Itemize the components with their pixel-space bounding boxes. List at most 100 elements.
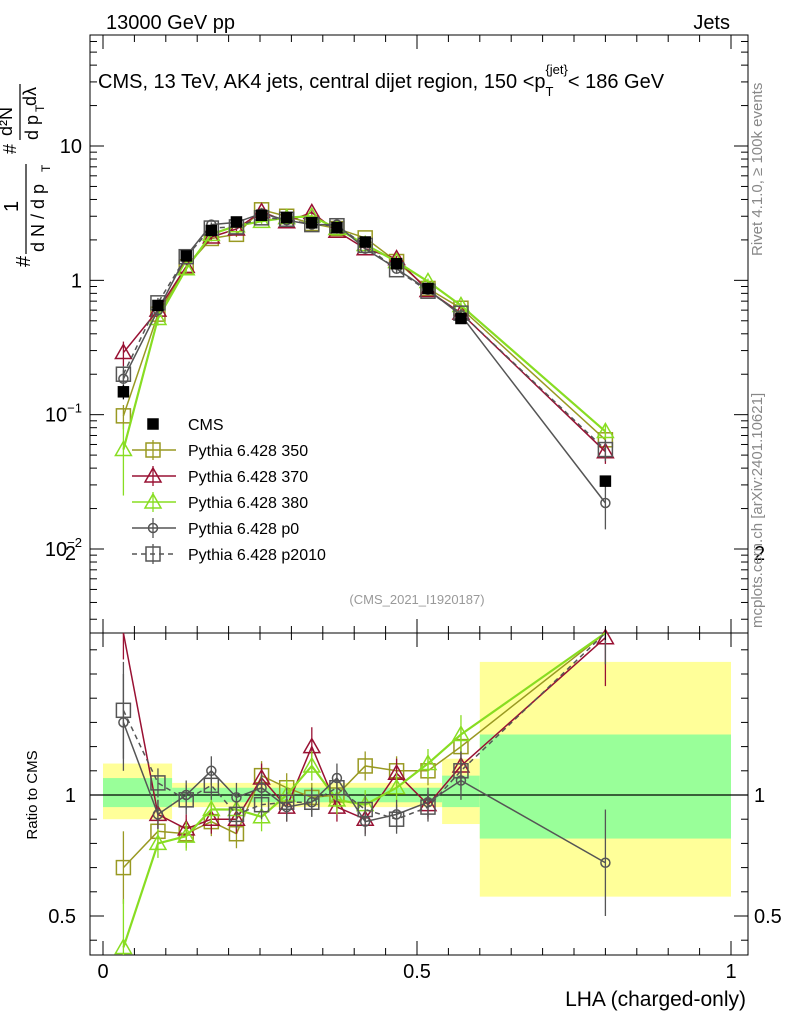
y-label-frac-num: 1 bbox=[1, 201, 23, 212]
data-point bbox=[422, 282, 434, 295]
data-point bbox=[306, 217, 318, 229]
legend-label: Pythia 6.428 p0 bbox=[188, 521, 299, 538]
ratio-point bbox=[115, 859, 132, 876]
legend-marker bbox=[143, 492, 163, 509]
ratio-point bbox=[150, 775, 166, 791]
ratio-point bbox=[228, 806, 245, 823]
ratio-point bbox=[114, 937, 133, 955]
ratio-y-tick-label-right: 0.5 bbox=[754, 906, 782, 928]
ratio-point bbox=[357, 758, 373, 774]
plot-title-tail: < 186 GeV bbox=[568, 71, 665, 93]
ratio-point bbox=[357, 801, 373, 818]
data-point bbox=[390, 257, 403, 270]
ratio-y-tick-label-right: 1 bbox=[754, 785, 765, 807]
ratio-series-line bbox=[122, 722, 606, 864]
x-tick-label: 0.5 bbox=[403, 961, 431, 983]
data-point bbox=[331, 221, 343, 234]
ratio-point bbox=[152, 809, 164, 820]
data-point bbox=[455, 312, 467, 325]
data-point bbox=[180, 250, 192, 262]
data-point bbox=[359, 236, 371, 248]
ratio-point bbox=[327, 790, 347, 807]
ratio-point bbox=[329, 779, 345, 796]
ratio-series-line bbox=[122, 632, 606, 820]
legend-marker bbox=[143, 466, 163, 483]
ratio-point bbox=[600, 857, 611, 869]
ratio-point bbox=[202, 800, 221, 817]
legend-label: CMS bbox=[188, 417, 224, 434]
ratio-point bbox=[115, 702, 132, 719]
beam-label: 13000 GeV pp bbox=[106, 12, 235, 34]
ratio-point bbox=[253, 796, 270, 813]
y-label-dpt-sub: T bbox=[33, 104, 47, 112]
ratio-band-inner bbox=[103, 778, 173, 808]
ratio-point bbox=[203, 777, 220, 794]
analysis-label: (CMS_2021_I1920187) bbox=[349, 592, 484, 607]
data-point bbox=[280, 211, 293, 224]
legend-marker bbox=[145, 546, 161, 562]
main-panel: 10−2 10−1 1 10 bbox=[45, 34, 749, 634]
ratio-point bbox=[387, 778, 406, 795]
ratio-y-ticks: 0.5 0.5 1 1 2 2 bbox=[48, 543, 782, 941]
mcplots-label: mcplots.cern.ch [arXiv:2401.10621] bbox=[749, 393, 766, 628]
y-label-hash-2: # bbox=[0, 144, 20, 154]
ratio-panel: 0.5 0.5 1 1 2 2 bbox=[48, 543, 782, 956]
series-point bbox=[597, 441, 614, 458]
ratio-point bbox=[302, 756, 322, 773]
plot-title-sup: {jet} bbox=[545, 62, 568, 77]
series-point bbox=[600, 497, 611, 509]
series-point bbox=[114, 343, 133, 360]
y-tick-label: 10 bbox=[60, 136, 82, 158]
data-point bbox=[599, 475, 612, 487]
x-tick-label: 1 bbox=[725, 961, 736, 983]
ratio-panel-frame bbox=[89, 632, 749, 956]
x-axis-ticks: 0 0.5 1 bbox=[97, 35, 737, 983]
rivet-version-label: Rivet 4.1.0, ≥ 100k events bbox=[749, 83, 766, 256]
plot-title: CMS, 13 TeV, AK4 jets, central dijet reg… bbox=[98, 62, 665, 99]
ratio-point bbox=[451, 724, 471, 742]
ratio-point bbox=[278, 794, 295, 811]
ratio-series bbox=[114, 628, 615, 955]
x-axis-label: LHA (charged-only) bbox=[565, 988, 746, 1011]
series-line bbox=[122, 215, 607, 450]
ratio-uncertainty-bands bbox=[90, 661, 748, 897]
ratio-y-tick-label-right: 2 bbox=[754, 543, 765, 565]
main-y-axis-label: # 1 d N / d p T # d²N d p T dλ bbox=[0, 84, 53, 267]
series-point bbox=[178, 248, 194, 265]
ratio-point bbox=[304, 794, 320, 811]
legend: CMS Pythia 6.428 350 Pythia 6.428 370 Pythi… bbox=[132, 417, 326, 564]
y-label-dpt: d p bbox=[22, 115, 42, 140]
series-point bbox=[115, 408, 132, 424]
y-tick-label: 10−1 bbox=[45, 401, 82, 427]
main-series bbox=[114, 202, 615, 530]
ratio-point bbox=[453, 763, 469, 779]
legend-marker bbox=[147, 418, 159, 430]
data-point bbox=[230, 216, 243, 228]
ratio-point bbox=[252, 807, 271, 824]
plot-title-sub: T bbox=[546, 84, 554, 99]
series-point bbox=[115, 366, 132, 382]
y-label-den-sub: T bbox=[39, 164, 53, 172]
legend-label: Pythia 6.428 p2010 bbox=[188, 547, 326, 564]
legend-label: Pythia 6.428 370 bbox=[188, 469, 308, 486]
ratio-point bbox=[420, 799, 436, 815]
category-label: Jets bbox=[693, 12, 730, 34]
data-point bbox=[117, 386, 130, 398]
ratio-y-tick-label: 0.5 bbox=[48, 906, 76, 928]
data-point bbox=[255, 209, 268, 222]
y-label-hash-1: # bbox=[13, 255, 35, 267]
data-point bbox=[152, 299, 164, 312]
series-point bbox=[176, 259, 196, 276]
ratio-y-axis-label: Ratio to CMS bbox=[24, 750, 41, 839]
data-point bbox=[205, 224, 218, 237]
ratio-point bbox=[148, 833, 168, 851]
ratio-y-tick-label: 1 bbox=[65, 785, 76, 807]
y-label-frac-den: d N / d p bbox=[28, 184, 48, 252]
ratio-series-line bbox=[122, 632, 607, 948]
ratio-point bbox=[178, 792, 194, 808]
ratio-point bbox=[176, 826, 196, 843]
legend-label: Pythia 6.428 380 bbox=[188, 495, 308, 512]
ratio-point bbox=[202, 809, 221, 826]
ratio-point bbox=[388, 811, 405, 827]
